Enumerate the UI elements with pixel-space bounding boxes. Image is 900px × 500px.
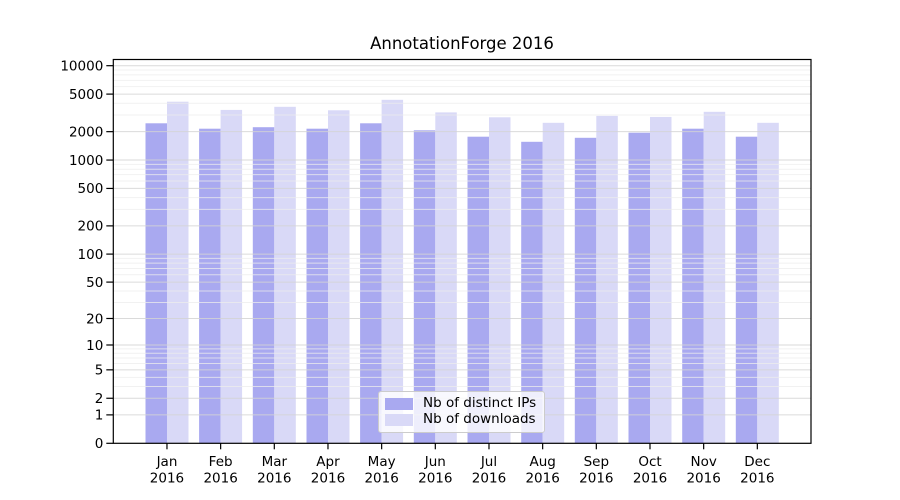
x-tick-label-month-oct: Oct bbox=[638, 454, 661, 470]
y-tick-label-10: 10 bbox=[86, 338, 103, 354]
bar-downloads-oct bbox=[650, 116, 672, 444]
legend-label-downloads: Nb of downloads bbox=[423, 411, 536, 428]
bar-distinct-ips-jan bbox=[145, 123, 167, 444]
bar-downloads-feb bbox=[220, 109, 243, 444]
x-tick-label-month-jun: Jun bbox=[424, 454, 446, 470]
legend-item-downloads: Nb of downloads bbox=[385, 412, 538, 428]
bar-downloads-aug bbox=[542, 122, 565, 444]
legend-swatch-downloads bbox=[385, 414, 413, 426]
chart-title: AnnotationForge 2016 bbox=[370, 34, 554, 53]
x-tick-label-month-may: May bbox=[368, 454, 396, 470]
x-tick-label-month-apr: Apr bbox=[316, 454, 340, 470]
x-tick-label-month-aug: Aug bbox=[529, 454, 555, 470]
bar-downloads-dec bbox=[757, 122, 779, 444]
x-tick-label-month-sep: Sep bbox=[584, 454, 609, 470]
x-tick-label-year-sep: 2016 bbox=[579, 471, 613, 487]
x-tick-label-year-nov: 2016 bbox=[686, 471, 720, 487]
bar-distinct-ips-nov bbox=[682, 128, 704, 444]
y-tick-label-5000: 5000 bbox=[69, 87, 103, 103]
x-tick-label-year-mar: 2016 bbox=[257, 471, 291, 487]
x-tick-label-year-aug: 2016 bbox=[525, 471, 559, 487]
y-tick-label-5: 5 bbox=[95, 363, 104, 379]
bar-downloads-jan bbox=[167, 101, 189, 444]
x-tick-label-year-feb: 2016 bbox=[203, 471, 237, 487]
x-tick-label-year-jun: 2016 bbox=[418, 471, 452, 487]
bar-distinct-ips-sep bbox=[574, 137, 597, 444]
y-tick-label-200: 200 bbox=[78, 219, 104, 235]
bar-distinct-ips-jun bbox=[413, 130, 436, 444]
x-tick-label-year-oct: 2016 bbox=[633, 471, 667, 487]
bar-distinct-ips-mar bbox=[252, 127, 275, 444]
bar-distinct-ips-apr bbox=[306, 128, 328, 444]
bar-distinct-ips-jul bbox=[467, 136, 489, 444]
legend-item-distinct-ips: Nb of distinct IPs bbox=[385, 396, 538, 412]
bar-downloads-jul bbox=[489, 117, 511, 444]
legend-swatch-distinct-ips bbox=[385, 398, 413, 410]
x-tick-label-year-apr: 2016 bbox=[311, 471, 345, 487]
bar-downloads-jun bbox=[435, 112, 457, 444]
legend: Nb of distinct IPs Nb of downloads bbox=[378, 391, 545, 433]
y-tick-label-10000: 10000 bbox=[60, 58, 103, 74]
y-tick-label-2000: 2000 bbox=[69, 124, 103, 140]
x-tick-label-year-jul: 2016 bbox=[472, 471, 506, 487]
x-tick-label-month-mar: Mar bbox=[262, 454, 288, 470]
y-tick-label-100: 100 bbox=[78, 247, 104, 263]
x-tick-label-year-dec: 2016 bbox=[740, 471, 774, 487]
bar-downloads-sep bbox=[596, 115, 618, 444]
x-tick-label-month-feb: Feb bbox=[209, 454, 233, 470]
y-tick-label-1000: 1000 bbox=[69, 153, 103, 169]
plot-border bbox=[112, 58, 812, 444]
x-tick-label-year-may: 2016 bbox=[364, 471, 398, 487]
bar-downloads-nov bbox=[703, 111, 726, 444]
x-tick-label-month-dec: Dec bbox=[744, 454, 770, 470]
x-tick-label-month-nov: Nov bbox=[690, 454, 716, 470]
y-tick-label-500: 500 bbox=[78, 181, 104, 197]
y-tick-label-20: 20 bbox=[86, 311, 103, 327]
x-tick-label-year-jan: 2016 bbox=[150, 471, 184, 487]
bar-downloads-may bbox=[381, 99, 404, 444]
y-tick-label-50: 50 bbox=[86, 275, 103, 291]
y-tick-label-2: 2 bbox=[95, 391, 104, 407]
y-tick-label-0: 0 bbox=[95, 436, 104, 452]
bar-distinct-ips-oct bbox=[628, 132, 650, 444]
x-tick-label-month-jan: Jan bbox=[156, 454, 178, 470]
x-tick-label-month-jul: Jul bbox=[480, 454, 497, 470]
bar-distinct-ips-feb bbox=[199, 128, 221, 444]
y-tick-label-1: 1 bbox=[95, 408, 104, 424]
legend-label-distinct-ips: Nb of distinct IPs bbox=[423, 395, 537, 412]
bar-distinct-ips-aug bbox=[521, 141, 543, 444]
bar-distinct-ips-dec bbox=[735, 136, 758, 444]
bar-downloads-apr bbox=[328, 110, 350, 444]
